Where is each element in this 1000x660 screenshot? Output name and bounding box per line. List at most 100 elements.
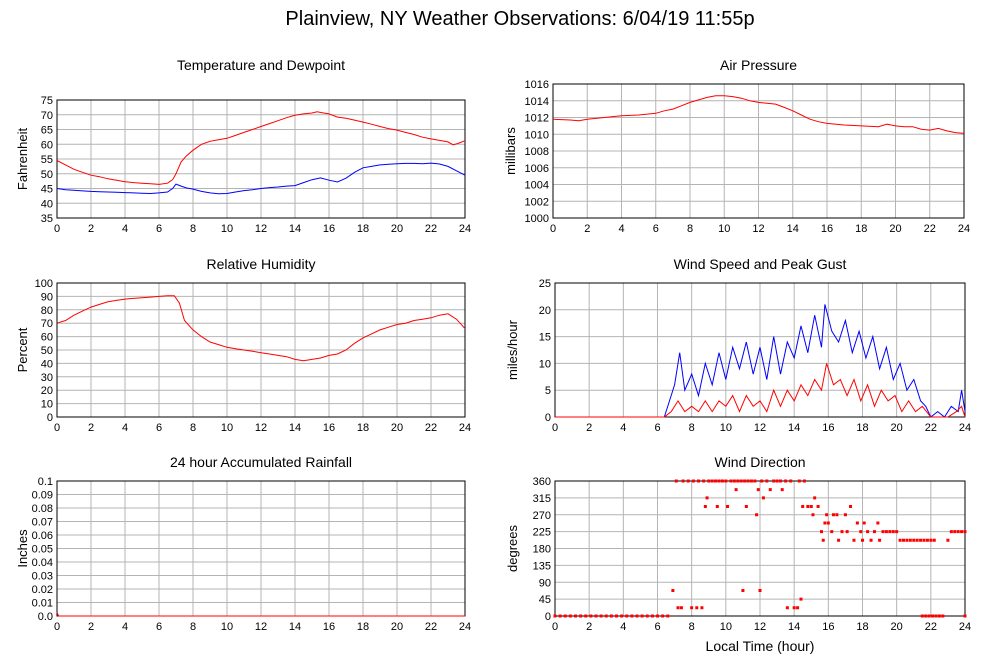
x-tick-label: 20 xyxy=(391,422,403,434)
direction-point xyxy=(720,479,724,483)
direction-point xyxy=(695,606,699,610)
direction-point xyxy=(919,538,923,542)
x-tick-label: 22 xyxy=(425,223,437,235)
direction-point xyxy=(681,479,685,483)
plot-frame xyxy=(56,282,466,418)
x-tick-label: 8 xyxy=(689,422,695,434)
x-tick-label: 14 xyxy=(289,621,301,633)
y-tick-label: 1016 xyxy=(525,79,549,91)
panel-title: Wind Speed and Peak Gust xyxy=(674,256,847,272)
y-tick-label: 0.1 xyxy=(38,476,53,488)
y-tick-label: 1000 xyxy=(525,213,549,225)
panel-title: 24 hour Accumulated Rainfall xyxy=(170,454,352,470)
y-tick-label: 1002 xyxy=(525,196,549,208)
direction-point xyxy=(931,614,935,618)
x-tick-label: 16 xyxy=(323,223,335,235)
direction-point xyxy=(884,530,888,534)
x-tick-label: 8 xyxy=(190,422,196,434)
y-tick-label: 1010 xyxy=(525,129,549,141)
x-tick-label: 22 xyxy=(925,422,937,434)
y-tick-label: 225 xyxy=(533,527,551,539)
direction-point xyxy=(753,479,757,483)
direction-point xyxy=(843,513,847,517)
direction-point xyxy=(941,614,945,618)
x-tick-label: 18 xyxy=(855,223,867,235)
y-tick-label: 0.08 xyxy=(32,503,53,515)
direction-point xyxy=(837,538,841,542)
direction-point xyxy=(717,479,721,483)
direction-point xyxy=(714,479,718,483)
direction-point xyxy=(726,505,730,508)
direction-point xyxy=(599,614,603,618)
x-tick-label: 12 xyxy=(255,621,267,633)
direction-point xyxy=(932,538,936,542)
direction-point xyxy=(789,479,793,483)
direction-point xyxy=(630,614,634,618)
y-tick-label: 0.01 xyxy=(32,598,53,610)
x-tick-label: 22 xyxy=(925,621,937,633)
x-tick-label: 6 xyxy=(653,223,659,235)
y-tick-label: 0.07 xyxy=(32,517,53,529)
y-tick-label: 60 xyxy=(41,332,53,344)
direction-point xyxy=(934,614,938,618)
direction-point xyxy=(739,479,743,483)
x-tick-label: 6 xyxy=(156,422,162,434)
series-line-1 xyxy=(56,162,466,195)
y-tick-label: 15 xyxy=(539,332,551,344)
direction-point xyxy=(888,530,892,534)
direction-point xyxy=(823,521,827,525)
y-tick-label: 40 xyxy=(41,358,53,370)
plot-frame xyxy=(56,99,466,219)
y-tick-label: 45 xyxy=(539,594,551,606)
y-axis-label: degrees xyxy=(505,525,520,572)
direction-point xyxy=(898,538,902,542)
direction-point xyxy=(852,538,856,542)
x-tick-label: 24 xyxy=(459,223,471,235)
direction-point xyxy=(862,521,866,525)
x-tick-label: 20 xyxy=(891,422,903,434)
y-axis-label: Percent xyxy=(15,327,30,372)
x-tick-label: 16 xyxy=(822,621,834,633)
direction-point xyxy=(878,538,882,542)
y-tick-label: 30 xyxy=(41,372,53,384)
direction-point xyxy=(956,530,960,534)
direction-point xyxy=(915,538,919,542)
direction-point xyxy=(743,479,747,483)
y-tick-label: 75 xyxy=(41,95,53,107)
x-tick-label: 20 xyxy=(391,621,403,633)
x-tick-label: 24 xyxy=(459,621,471,633)
direction-point xyxy=(797,479,801,483)
direction-point xyxy=(869,538,873,542)
direction-point xyxy=(755,513,759,517)
direction-point xyxy=(902,538,905,542)
y-tick-label: 0.04 xyxy=(32,557,53,569)
y-tick-label: 100 xyxy=(35,278,53,290)
x-tick-label: 4 xyxy=(122,621,128,633)
y-tick-label: 55 xyxy=(41,154,53,166)
direction-point xyxy=(674,479,678,483)
y-tick-label: 1008 xyxy=(525,146,549,158)
direction-point xyxy=(785,606,789,610)
y-tick-label: 65 xyxy=(41,125,53,137)
x-tick-label: 2 xyxy=(88,621,94,633)
panel-title: Relative Humidity xyxy=(207,256,316,272)
y-tick-label: 270 xyxy=(533,510,551,522)
direction-point xyxy=(661,614,665,618)
x-tick-label: 8 xyxy=(689,621,695,633)
direction-point xyxy=(676,606,680,610)
x-tick-label: 24 xyxy=(959,621,971,633)
x-tick-label: 6 xyxy=(156,223,162,235)
x-tick-label: 18 xyxy=(357,223,369,235)
direction-point xyxy=(765,479,769,483)
x-tick-label: 12 xyxy=(255,223,267,235)
y-tick-label: 20 xyxy=(41,385,53,397)
direction-point xyxy=(825,513,829,517)
direction-point xyxy=(811,513,815,517)
direction-point xyxy=(949,530,953,534)
direction-point xyxy=(905,538,909,542)
y-tick-label: 135 xyxy=(533,560,551,572)
direction-point xyxy=(584,614,588,618)
